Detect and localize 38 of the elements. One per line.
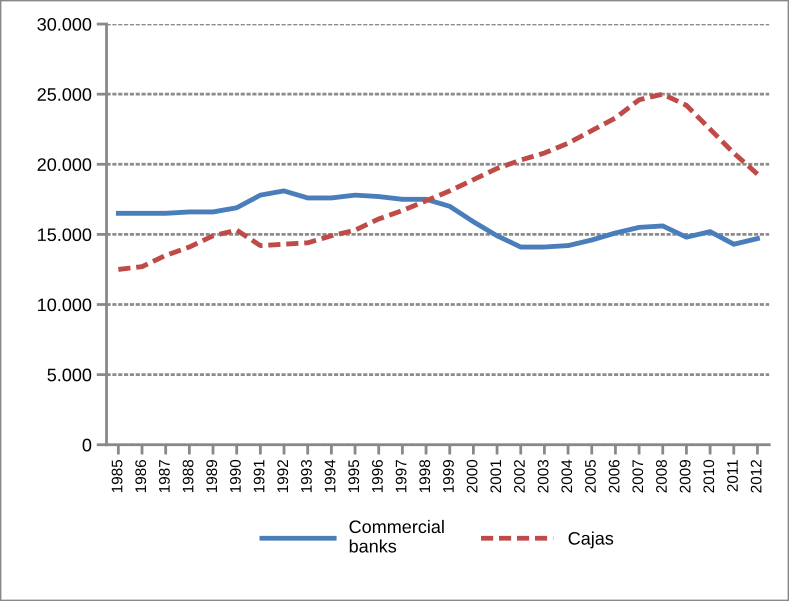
x-tick-label: 1990 — [230, 460, 241, 492]
x-tick-label: 2011 — [727, 460, 738, 492]
x-tick-label: 2009 — [680, 460, 691, 493]
y-tick-label: 30.000 — [37, 18, 92, 31]
x-tick-label: 2008 — [656, 460, 667, 493]
x-tick-label: 1992 — [277, 460, 288, 492]
line-series — [116, 188, 760, 250]
y-tick-label: 0 — [82, 438, 92, 452]
y-tick-label: 20.000 — [38, 158, 92, 171]
x-tick-label: 2001 — [490, 460, 502, 493]
x-tick-label: 2003 — [538, 460, 549, 493]
x-tick-label: 2004 — [561, 460, 572, 493]
y-tick-label: 5.000 — [47, 368, 92, 382]
x-tick-label: 2007 — [632, 460, 644, 493]
x-tick-label: 2002 — [514, 460, 525, 493]
x-tick-label: 1991 — [254, 460, 264, 492]
x-tick-label: 1987 — [158, 460, 170, 492]
x-tick-label: 1997 — [396, 460, 406, 492]
x-tick-label: 2005 — [585, 460, 596, 493]
legend-label: Commercial banks — [350, 520, 444, 553]
x-tick-label: 2000 — [466, 460, 478, 493]
y-tick-label: 10.000 — [38, 298, 92, 312]
x-tick-label: 2006 — [608, 460, 620, 493]
x-tick-label: 1986 — [135, 460, 146, 492]
x-tick-label: 1988 — [182, 460, 194, 492]
x-tick-label: 1989 — [206, 460, 218, 492]
x-tick-label: 1993 — [300, 460, 312, 492]
x-tick-label: 1994 — [324, 460, 336, 492]
x-tick-label: 2010 — [703, 460, 714, 493]
x-tick-label: 1996 — [372, 460, 383, 492]
x-tick-label: 1999 — [443, 460, 454, 492]
legend-label: Cajas — [568, 531, 614, 548]
x-tick-label: 1998 — [419, 460, 430, 492]
x-tick-label: 1995 — [348, 460, 360, 492]
y-tick-label: 15.000 — [38, 228, 92, 242]
y-tick-label: 25.000 — [38, 88, 92, 101]
x-tick-label: 1985 — [112, 460, 122, 492]
x-tick-label: 2012 — [750, 460, 762, 493]
